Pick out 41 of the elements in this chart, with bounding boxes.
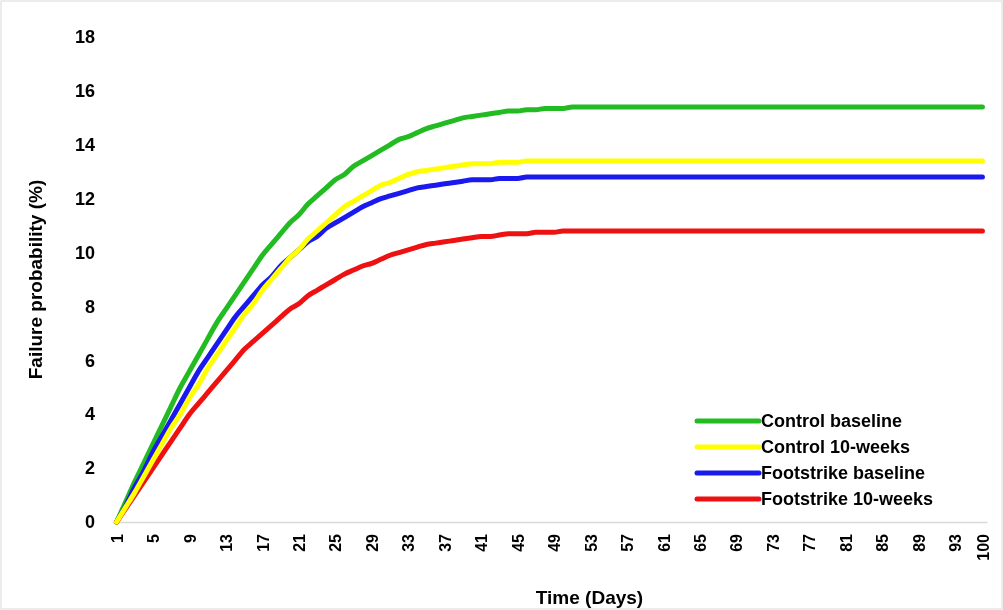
x-tick-label: 69 <box>728 533 746 552</box>
x-tick-label: 49 <box>546 533 564 552</box>
x-tick-label: 1 <box>108 533 126 543</box>
x-tick-label: 81 <box>837 533 855 552</box>
legend-label: Footstrike 10-weeks <box>761 489 934 510</box>
x-tick-label: 41 <box>473 533 491 552</box>
x-tick-label: 45 <box>509 533 527 552</box>
x-tick-label: 85 <box>874 533 892 552</box>
x-tick-label: 89 <box>910 533 928 552</box>
y-tick-label: 6 <box>84 350 95 371</box>
x-tick-label: 9 <box>181 533 199 543</box>
x-tick-label: 73 <box>764 533 782 552</box>
x-tick-label: 57 <box>619 533 637 552</box>
x-tick-label: 29 <box>363 533 381 552</box>
x-tick-label: 37 <box>436 533 454 552</box>
x-tick-label: 5 <box>145 533 163 543</box>
y-tick-label: 8 <box>84 296 95 317</box>
x-tick-label: 21 <box>290 533 308 552</box>
x-axis-title: Time (Days) <box>535 587 644 608</box>
x-tick-label: 77 <box>801 533 819 552</box>
legend-label: Control baseline <box>761 411 903 432</box>
y-tick-label: 14 <box>74 135 95 156</box>
y-tick-label: 0 <box>84 512 95 533</box>
y-tick-label: 4 <box>84 404 95 425</box>
x-tick-label: 93 <box>947 533 965 552</box>
y-tick-label: 18 <box>74 27 95 48</box>
y-tick-label: 2 <box>84 458 95 479</box>
x-tick-label: 25 <box>327 533 345 552</box>
x-tick-label: 13 <box>218 533 236 552</box>
y-tick-label: 12 <box>74 188 95 209</box>
x-tick-label: 17 <box>254 533 272 552</box>
y-tick-label: 10 <box>74 242 95 263</box>
x-tick-label: 61 <box>655 533 673 552</box>
x-tick-label: 100 <box>974 533 992 561</box>
x-tick-label: 33 <box>400 533 418 552</box>
x-tick-label: 65 <box>691 533 709 552</box>
legend-label: Control 10-weeks <box>761 437 911 458</box>
y-axis-title: Failure probability (%) <box>25 179 46 380</box>
y-tick-label: 16 <box>74 81 95 102</box>
legend-label: Footstrike baseline <box>761 463 926 484</box>
x-tick-label: 53 <box>582 533 600 552</box>
